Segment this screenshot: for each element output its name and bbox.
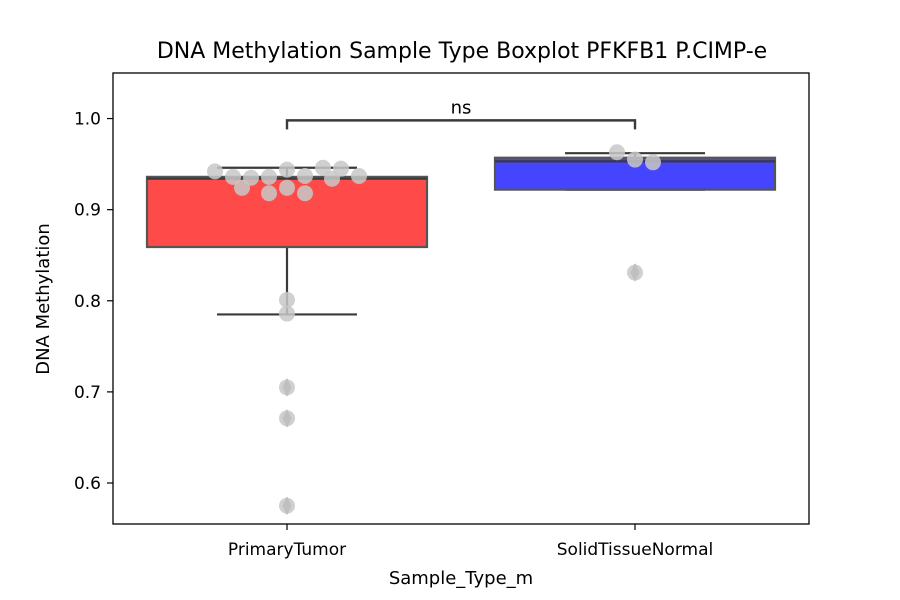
x-tick-label: PrimaryTumor: [228, 540, 346, 560]
y-axis: 0.6 0.7 0.8 0.9 1.0: [74, 110, 113, 494]
y-tick-label: 0.9: [74, 201, 101, 221]
data-point: [234, 179, 250, 196]
data-point: [315, 159, 331, 176]
y-tick-label: 0.7: [74, 383, 101, 403]
y-tick-label: 0.8: [74, 292, 101, 312]
data-point: [261, 168, 277, 185]
data-point: [297, 167, 313, 184]
data-point: [279, 305, 295, 322]
data-point: [279, 291, 295, 308]
data-point: [279, 410, 295, 427]
x-axis: PrimaryTumor SolidTissueNormal: [228, 524, 713, 560]
chart-title: DNA Methylation Sample Type Boxplot PFKF…: [157, 39, 767, 64]
data-point: [279, 161, 295, 178]
y-tick-label: 0.6: [74, 474, 101, 494]
y-tick-label: 1.0: [74, 110, 101, 130]
plot-frame: [112, 72, 810, 525]
significance-bracket: ns: [285, 97, 637, 130]
y-axis-label: DNA Methylation: [33, 223, 54, 375]
bracket-line: [285, 119, 637, 130]
plot-area: ns: [145, 97, 777, 515]
data-point: [279, 179, 295, 196]
data-point: [351, 167, 367, 184]
box-group: [145, 159, 429, 515]
data-point: [645, 154, 661, 171]
data-point: [279, 497, 295, 514]
significance-label: ns: [451, 97, 472, 118]
data-point: [261, 185, 277, 202]
data-point: [609, 144, 625, 161]
data-point: [627, 151, 643, 168]
x-tick-label: SolidTissueNormal: [557, 540, 713, 560]
data-point: [627, 264, 643, 281]
box-group: [493, 144, 777, 282]
data-point: [279, 379, 295, 396]
data-point: [225, 168, 241, 185]
x-axis-label: Sample_Type_m: [389, 568, 533, 589]
data-point: [207, 163, 223, 180]
data-point: [333, 160, 349, 177]
data-point: [297, 185, 313, 202]
